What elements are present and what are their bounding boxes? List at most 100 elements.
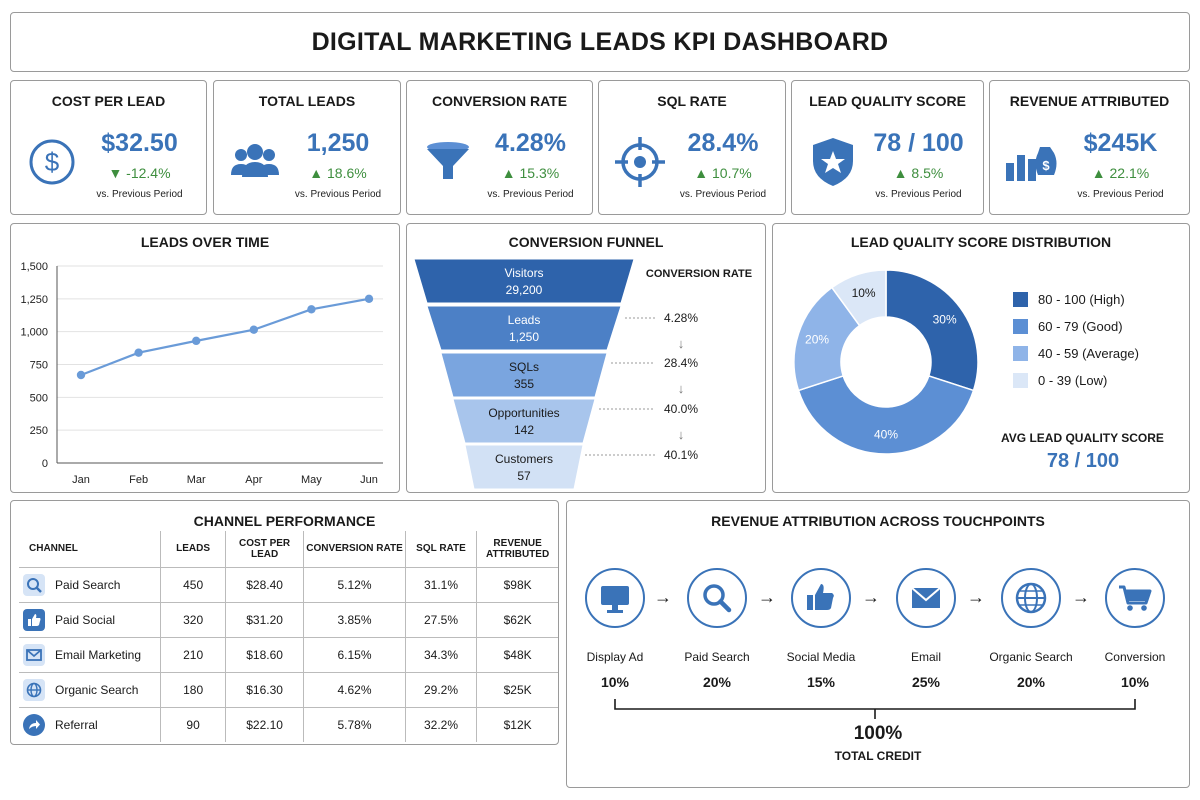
kpi-card-lead-quality-score: LEAD QUALITY SCORE 78 / 100 ▲ 8.5% vs. P… <box>791 80 984 215</box>
globe-icon <box>23 678 45 701</box>
touchpoint-email: Email 25% <box>876 567 976 690</box>
data-point <box>134 348 143 357</box>
kpi-card-total-leads: TOTAL LEADS 1,250 ▲ 18.6% vs. Previous P… <box>213 80 401 215</box>
dollar-icon: $ <box>29 139 75 185</box>
funnel-stage-value: 355 <box>514 377 534 391</box>
legend-item: 0 - 39 (Low) <box>1013 367 1139 394</box>
chart-title: CONVERSION FUNNEL <box>508 234 664 250</box>
kpi-compare: vs. Previous Period <box>96 189 183 200</box>
funnel-rate: 40.1% <box>664 448 698 462</box>
donut-slice <box>885 269 979 392</box>
slice-label: 20% <box>805 333 829 347</box>
channel-name: Paid Social <box>55 612 116 627</box>
cpl-cell: $28.40 <box>224 566 304 602</box>
touchpoint-pct: 20% <box>1016 674 1046 690</box>
funnel-stage-label: Customers <box>495 452 553 466</box>
kpi-title: LEAD QUALITY SCORE <box>809 93 966 109</box>
search-icon <box>23 573 45 596</box>
dashboard-title: DIGITAL MARKETING LEADS KPI DASHBOARD <box>311 27 889 56</box>
kpi-compare: vs. Previous Period <box>679 189 767 200</box>
leads-cell: 180 <box>160 671 226 707</box>
kpi-title: SQL RATE <box>657 93 727 109</box>
funnel-stage <box>452 398 596 444</box>
touchpoint-label: Organic Search <box>989 650 1073 664</box>
revenue-attribution-panel: REVENUE ATTRIBUTION ACROSS TOUCHPOINTS D… <box>566 500 1190 788</box>
sql-cell: 34.3% <box>404 636 477 672</box>
data-point <box>192 336 201 346</box>
svg-text:$: $ <box>1042 158 1050 173</box>
envelope-icon <box>896 568 956 628</box>
channel-name: Email Marketing <box>55 647 142 662</box>
kpi-value: 28.4% <box>687 129 759 157</box>
kpi-compare: vs. Previous Period <box>487 189 574 200</box>
revenue-cell: $98K <box>476 566 558 602</box>
leads-cell: 210 <box>160 636 226 672</box>
thumbs-up-icon <box>791 568 851 628</box>
kpi-title: CONVERSION RATE <box>431 93 568 109</box>
funnel-stage <box>440 352 608 398</box>
funnel-stage-value: 142 <box>514 423 534 437</box>
funnel-stage-value: 57 <box>517 469 531 483</box>
funnel-rate: 4.28% <box>664 311 698 325</box>
channel-cell: Paid Search <box>19 566 161 602</box>
x-tick-label: Jan <box>72 474 90 486</box>
kpi-title: TOTAL LEADS <box>258 93 356 109</box>
revenue-cell: $25K <box>476 671 558 707</box>
legend-label: 40 - 59 (Average) <box>1038 346 1139 361</box>
conversion-funnel-panel: CONVERSION FUNNEL Visitors 29,200 Leads 1,2… <box>406 223 766 493</box>
channel-name: Referral <box>55 717 98 732</box>
channel-name: Organic Search <box>55 682 139 697</box>
table-row: Referral 90 $22.10 5.78% 32.2% $12K <box>19 706 558 742</box>
title-panel: DIGITAL MARKETING LEADS KPI DASHBOARD <box>10 12 1190 72</box>
y-tick-label: 1,000 <box>20 327 48 339</box>
total-credit-label: TOTAL CREDIT <box>834 749 922 763</box>
touchpoint-social-media: Social Media 15% <box>771 567 871 690</box>
y-tick-label: 1,250 <box>20 294 48 306</box>
kpi-title: REVENUE ATTRIBUTED <box>1009 93 1170 109</box>
chart-legend: 80 - 100 (High) 60 - 79 (Good) 40 - 59 (… <box>1013 286 1139 394</box>
x-tick-label: Mar <box>187 474 206 486</box>
channel-table: CHANNEL LEADS COST PER LEAD CONVERSION R… <box>19 531 558 742</box>
thumbs-up-icon <box>23 608 45 631</box>
x-tick-label: May <box>301 474 322 486</box>
x-tick-label: Feb <box>129 474 148 486</box>
table-header-row: CHANNEL LEADS COST PER LEAD CONVERSION R… <box>19 531 558 567</box>
col-sql: SQL RATE <box>404 531 477 567</box>
table-row: Paid Search 450 $28.40 5.12% 31.1% $98K <box>19 566 558 602</box>
legend-label: 60 - 79 (Good) <box>1038 319 1123 334</box>
funnel-icon <box>427 142 469 179</box>
cpl-cell: $31.20 <box>224 601 304 637</box>
funnel-stage-label: SQLs <box>509 360 539 374</box>
legend-swatch <box>1013 319 1028 334</box>
x-tick-label: Apr <box>245 474 262 486</box>
conversion-cell: 6.15% <box>303 636 406 672</box>
monitor-icon <box>585 568 645 628</box>
down-arrow-icon: ↓ <box>678 427 685 442</box>
down-arrow-icon: ↓ <box>678 336 685 351</box>
kpi-value: 4.28% <box>495 129 566 157</box>
touchpoint-pct: 15% <box>806 674 836 690</box>
avg-score-label: AVG LEAD QUALITY SCORE <box>1001 431 1164 445</box>
y-tick-label: 500 <box>30 392 48 404</box>
legend-swatch <box>1013 346 1028 361</box>
kpi-compare: vs. Previous Period <box>294 189 382 200</box>
kpi-change: ▲ 15.3% <box>501 165 560 181</box>
slice-label: 30% <box>933 312 957 326</box>
channel-cell: Referral <box>19 706 161 742</box>
conversion-cell: 3.85% <box>303 601 406 637</box>
revenue-chart-icon: $ <box>1006 147 1057 181</box>
funnel-stage <box>426 305 622 351</box>
donut-slice <box>797 374 975 455</box>
kpi-card-conversion-rate: CONVERSION RATE 4.28% ▲ 15.3% vs. Previo… <box>406 80 593 215</box>
people-icon <box>231 144 279 177</box>
funnel-rate: 28.4% <box>664 356 698 370</box>
conversion-cell: 5.12% <box>303 566 406 602</box>
leads-cell: 320 <box>160 601 226 637</box>
sql-cell: 27.5% <box>404 601 477 637</box>
y-tick-label: 0 <box>42 458 48 470</box>
chart-title: LEAD QUALITY SCORE DISTRIBUTION <box>850 234 1112 250</box>
arrow-right-icon: → <box>654 587 672 607</box>
table-row: Paid Social 320 $31.20 3.85% 27.5% $62K <box>19 601 558 637</box>
sql-cell: 31.1% <box>404 566 477 602</box>
touchpoint-display-ad: Display Ad 10% <box>565 567 665 690</box>
